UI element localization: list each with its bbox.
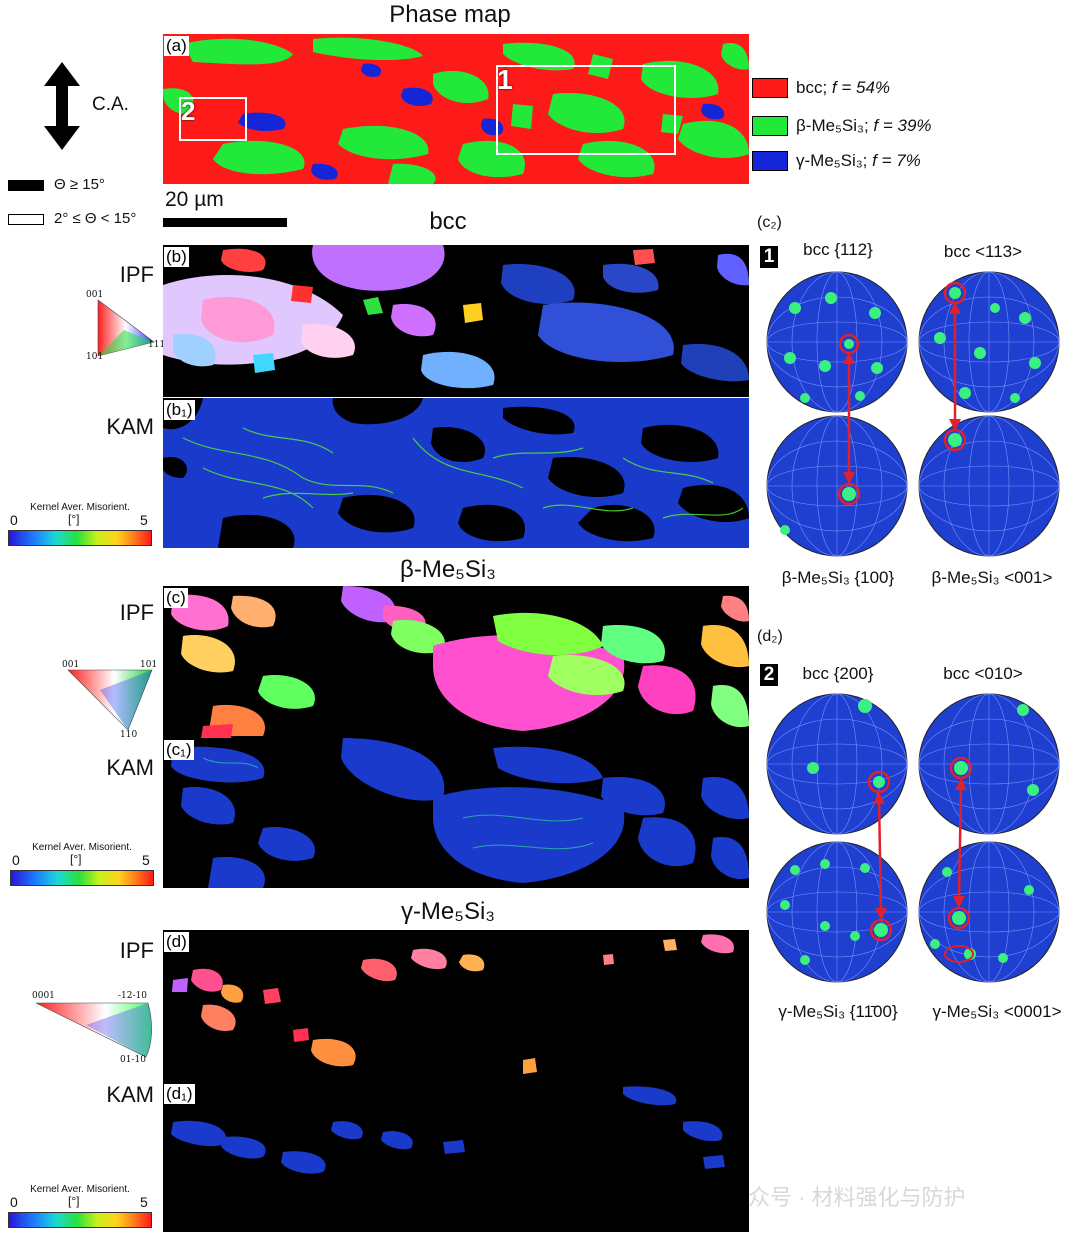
gamma-kam-colorbar: [8, 1212, 152, 1228]
boundary-low-swatch: [8, 214, 44, 225]
bcc-kam-max: 5: [140, 512, 148, 528]
gamma-kam-colorbar-labels: 0 [°] 5: [8, 1194, 152, 1212]
bcc-kam-colorbar: [8, 530, 152, 546]
panel-tag-b: (b): [164, 247, 189, 267]
bcc-kam-label: KAM: [106, 414, 154, 439]
scale-bar: [163, 218, 287, 227]
beta-kam-label: KAM: [106, 755, 154, 780]
c2-pole-figures: [765, 268, 1075, 560]
ca-label: C.A.: [92, 94, 129, 115]
d2-pole-figures: [765, 690, 1075, 986]
bcc-kam-min: 0: [10, 512, 18, 528]
bcc-ipf-map: [163, 245, 749, 397]
phase-legend-bcc: bcc; f = 54%: [752, 78, 890, 98]
phase-legend-gamma: γ-Me₅Si₃; f = 7%: [752, 151, 921, 171]
d2-tag: (d₂): [757, 628, 783, 645]
legend-fraction-bcc: f = 54%: [831, 78, 891, 97]
bcc-ipf-label: IPF: [119, 262, 154, 287]
d2-bottom-left-label: γ-Me₅Si₃ {11̄00}: [778, 1002, 898, 1021]
d2-bottom-right-label: γ-Me₅Si₃ <0001>: [932, 1002, 1062, 1021]
bcc-kam-unit: [°]: [68, 512, 80, 526]
d2-top-right-label: bcc <010>: [943, 664, 1023, 683]
beta-ipf-triangle: 001 101 110: [60, 660, 160, 740]
panel-tag-c1: (c₁): [164, 740, 194, 760]
phase-map: 1 2: [163, 34, 749, 184]
gamma-tri-label-12-10: -12-10: [118, 991, 147, 1001]
beta-tri-label-101: 101: [140, 660, 158, 670]
region-1-label: 1: [497, 64, 513, 95]
panel-tag-c: (c): [164, 588, 188, 608]
gamma-kam-min: 0: [10, 1194, 18, 1210]
d2-region-number: 2: [760, 664, 778, 686]
bcc-kam-colorbar-title: Kernel Aver. Misorient.: [30, 502, 130, 513]
legend-fraction-gamma: f = 7%: [872, 151, 921, 170]
beta-kam-min: 0: [12, 852, 20, 868]
c2-region-number: 1: [760, 246, 778, 268]
legend-swatch-beta: [752, 116, 788, 136]
bcc-title: bcc: [429, 208, 467, 235]
beta-title: β-Me₅Si₃: [400, 556, 496, 583]
gamma-kam-unit: [°]: [68, 1194, 80, 1208]
beta-kam-colorbar-labels: 0 [°] 5: [10, 852, 154, 870]
beta-kam-max: 5: [142, 852, 150, 868]
gamma-ipf-map: [163, 930, 749, 1082]
legend-phase-gamma: γ-Me₅Si₃: [796, 151, 863, 170]
scale-bar-label: 20 µm: [165, 188, 224, 211]
gamma-kam-max: 5: [140, 1194, 148, 1210]
panel-tag-a: (a): [164, 36, 189, 56]
panel-tag-b1: (b₁): [164, 400, 195, 420]
panel-tag-d1: (d₁): [164, 1084, 195, 1104]
boundary-high-swatch: [8, 180, 44, 191]
boundary-low-label: 2° ≤ Θ < 15°: [54, 210, 137, 227]
gamma-tri-label-0001: 0001: [32, 991, 55, 1001]
bcc-tri-label-001: 001: [86, 290, 104, 300]
legend-fraction-beta: f = 39%: [873, 116, 932, 135]
gamma-ipf-triangle: 0001 -12-10 01-10: [6, 985, 156, 1065]
watermark: 众号 · 材料强化与防护: [748, 1185, 966, 1210]
gamma-tri-label-01-10: 01-10: [120, 1055, 146, 1065]
gamma-title: γ-Me₅Si₃: [400, 898, 496, 925]
gamma-kam-colorbar-title: Kernel Aver. Misorient.: [30, 1184, 130, 1195]
bcc-tri-label-101: 101: [86, 352, 104, 362]
bcc-ipf-triangle: 001 111 101: [84, 290, 166, 362]
ca-arrow: [44, 62, 80, 150]
panel-tag-d: (d): [164, 932, 189, 952]
gamma-kam-label: KAM: [106, 1082, 154, 1107]
phase-legend-beta: β-Me₅Si₃; f = 39%: [752, 116, 932, 136]
bcc-kam-map: [163, 398, 749, 548]
beta-tri-label-110: 110: [120, 730, 138, 740]
legend-swatch-bcc: [752, 78, 788, 98]
region-2-label: 2: [181, 96, 196, 126]
phase-map-title: Phase map: [389, 1, 511, 28]
beta-kam-unit: [°]: [70, 852, 82, 866]
boundary-high-label: Θ ≥ 15°: [54, 176, 105, 193]
c2-top-left-label: bcc {112}: [803, 240, 873, 259]
c2-top-right-label: bcc <113>: [943, 242, 1023, 261]
d2-top-left-label: bcc {200}: [802, 664, 874, 683]
legend-phase-beta: β-Me₅Si₃: [796, 116, 864, 135]
beta-tri-label-001: 001: [62, 660, 80, 670]
legend-phase-bcc: bcc: [796, 78, 823, 97]
beta-ipf-map: [163, 586, 749, 738]
bcc-kam-colorbar-min: 0 [°] 5: [8, 512, 152, 530]
beta-kam-map: [163, 738, 749, 888]
c2-bottom-left-label: β-Me₅Si₃ {100}: [781, 568, 895, 587]
beta-kam-colorbar: [10, 870, 154, 886]
gamma-ipf-label: IPF: [119, 938, 154, 963]
c2-bottom-right-label: β-Me₅Si₃ <001>: [931, 568, 1053, 587]
bcc-tri-label-111: 111: [148, 340, 166, 350]
beta-ipf-label: IPF: [119, 600, 154, 625]
beta-kam-colorbar-title: Kernel Aver. Misorient.: [32, 842, 132, 853]
legend-swatch-gamma: [752, 151, 788, 171]
gamma-kam-map: [163, 1082, 749, 1232]
c2-tag: (c₂): [757, 214, 782, 231]
